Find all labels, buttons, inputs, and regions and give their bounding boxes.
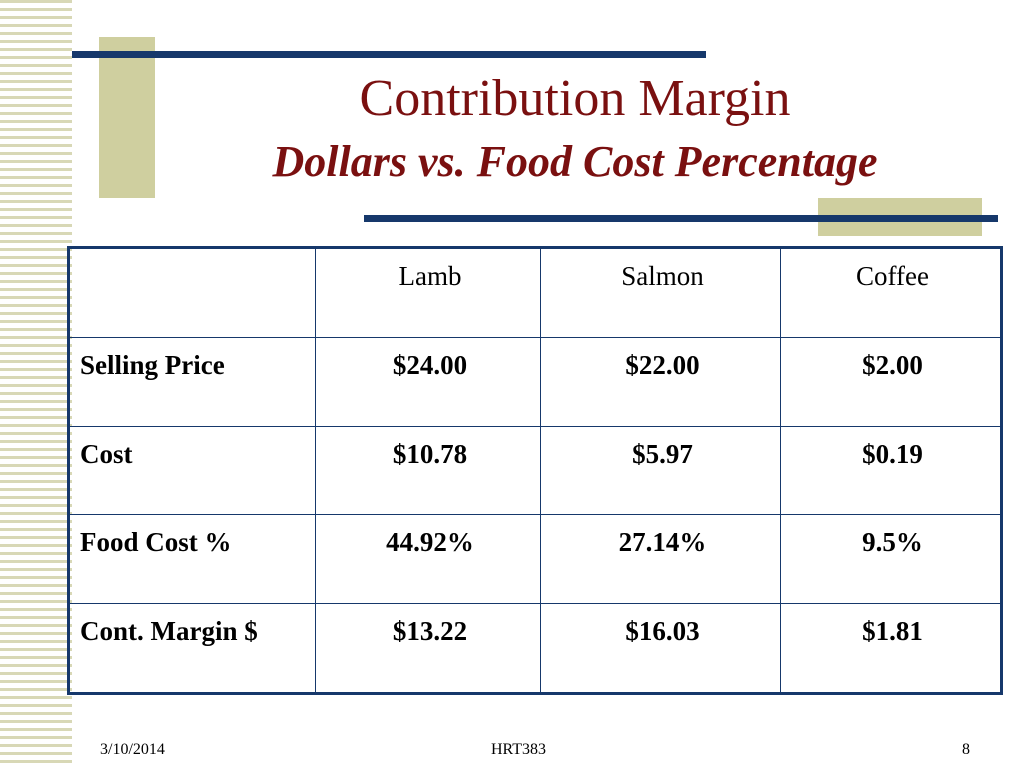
table-cell: 27.14% (540, 514, 781, 604)
table-row: Food Cost % 44.92% 27.14% 9.5% (68, 514, 1002, 604)
striped-side-decoration (0, 0, 72, 768)
slide-subtitle: Dollars vs. Food Cost Percentage (272, 137, 878, 186)
table-header-cell: Salmon (540, 246, 781, 339)
table-cell: $22.00 (540, 337, 781, 427)
table-cell: $5.97 (540, 425, 781, 516)
table-cell: $1.81 (780, 602, 1002, 695)
footer-page-number: 8 (962, 741, 970, 758)
row-label: Food Cost % (68, 514, 316, 604)
bottom-accent-line (364, 215, 998, 222)
row-label: Cost (68, 425, 316, 516)
table-header-cell (68, 246, 316, 339)
table-row: Selling Price $24.00 $22.00 $2.00 (68, 337, 1002, 427)
table-cell: $0.19 (780, 425, 1002, 516)
row-label: Selling Price (68, 337, 316, 427)
table-cell: $10.78 (315, 425, 541, 516)
contribution-margin-table: Lamb Salmon Coffee Selling Price $24.00 … (67, 246, 1003, 695)
top-left-decorative-block (99, 37, 155, 198)
footer-date: 3/10/2014 (100, 741, 165, 758)
table-cell: $24.00 (315, 337, 541, 427)
table-row: Cost $10.78 $5.97 $0.19 (68, 425, 1002, 516)
top-accent-line (72, 51, 706, 58)
table-row: Cont. Margin $ $13.22 $16.03 $1.81 (68, 602, 1002, 695)
row-label: Cont. Margin $ (68, 602, 316, 695)
table-header-cell: Lamb (315, 246, 541, 339)
table-cell: 44.92% (315, 514, 541, 604)
table-header-cell: Coffee (780, 246, 1002, 339)
table-cell: $2.00 (780, 337, 1002, 427)
table-header-row: Lamb Salmon Coffee (68, 246, 1002, 339)
table-cell: $16.03 (540, 602, 781, 695)
slide-title: Contribution Margin (359, 70, 791, 127)
table-cell: $13.22 (315, 602, 541, 695)
footer-course: HRT383 (491, 741, 547, 758)
table-cell: 9.5% (780, 514, 1002, 604)
